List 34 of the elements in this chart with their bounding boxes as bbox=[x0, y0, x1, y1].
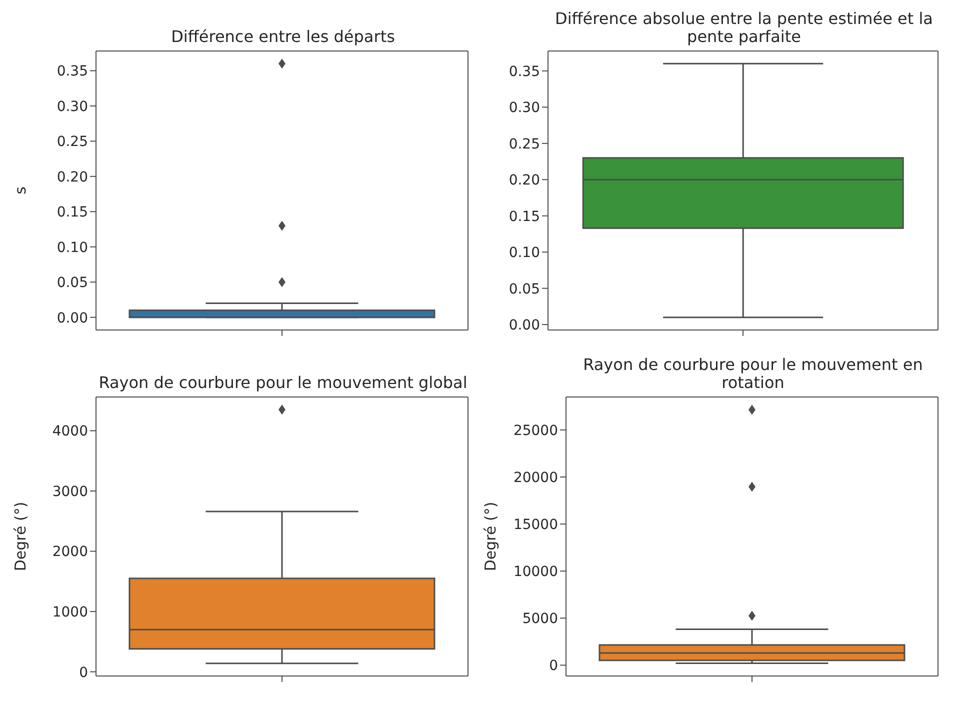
y-tick-label: 0.00 bbox=[508, 318, 540, 334]
y-tick-label: 0.15 bbox=[56, 204, 88, 221]
chart-title: Rayon de courbure pour le mouvement en rotation bbox=[582, 355, 924, 392]
y-tick-label: 0.35 bbox=[508, 64, 540, 80]
y-tick-label: 5000 bbox=[522, 611, 558, 628]
chart-title: Différence entre les départs bbox=[171, 27, 395, 46]
y-tick-label: 0 bbox=[549, 658, 558, 674]
y-tick-label: 10000 bbox=[513, 564, 558, 580]
y-tick-label: 0.00 bbox=[56, 310, 88, 326]
y-tick-label: 0.20 bbox=[56, 169, 88, 186]
y-tick-label: 0.15 bbox=[508, 208, 540, 225]
y-tick-label: 0 bbox=[79, 664, 88, 681]
y-tick-label: 0.30 bbox=[508, 100, 540, 116]
y-tick-label: 4000 bbox=[52, 424, 88, 440]
y-axis-title: Degré (°) bbox=[481, 502, 500, 572]
chart-title: Rayon de courbure pour le mouvement global bbox=[98, 373, 468, 392]
chart-title: Différence absolue entre la pente estimée et la pente parfaite bbox=[554, 9, 934, 46]
y-tick-label: 0.30 bbox=[56, 98, 88, 115]
y-tick-label: 0.05 bbox=[56, 275, 88, 292]
y-tick-label: 3000 bbox=[52, 484, 88, 500]
y-tick-label: 0.25 bbox=[56, 134, 88, 150]
y-tick-label: 1000 bbox=[52, 604, 88, 620]
y-tick-label: 2000 bbox=[52, 544, 88, 560]
y-tick-label: 0.05 bbox=[508, 281, 540, 298]
y-tick-label: 0.35 bbox=[56, 64, 88, 80]
y-axis-title: Degré (°) bbox=[11, 502, 30, 572]
y-tick-label: 15000 bbox=[513, 517, 558, 533]
y-tick-label: 0.10 bbox=[56, 240, 88, 256]
y-tick-label: 20000 bbox=[513, 470, 558, 486]
y-tick-label: 0.20 bbox=[508, 172, 540, 189]
y-tick-label: 0.25 bbox=[508, 136, 540, 152]
y-axis-title: s bbox=[11, 186, 30, 194]
y-tick-label: 0.10 bbox=[508, 245, 540, 262]
y-tick-label: 25000 bbox=[513, 422, 558, 439]
